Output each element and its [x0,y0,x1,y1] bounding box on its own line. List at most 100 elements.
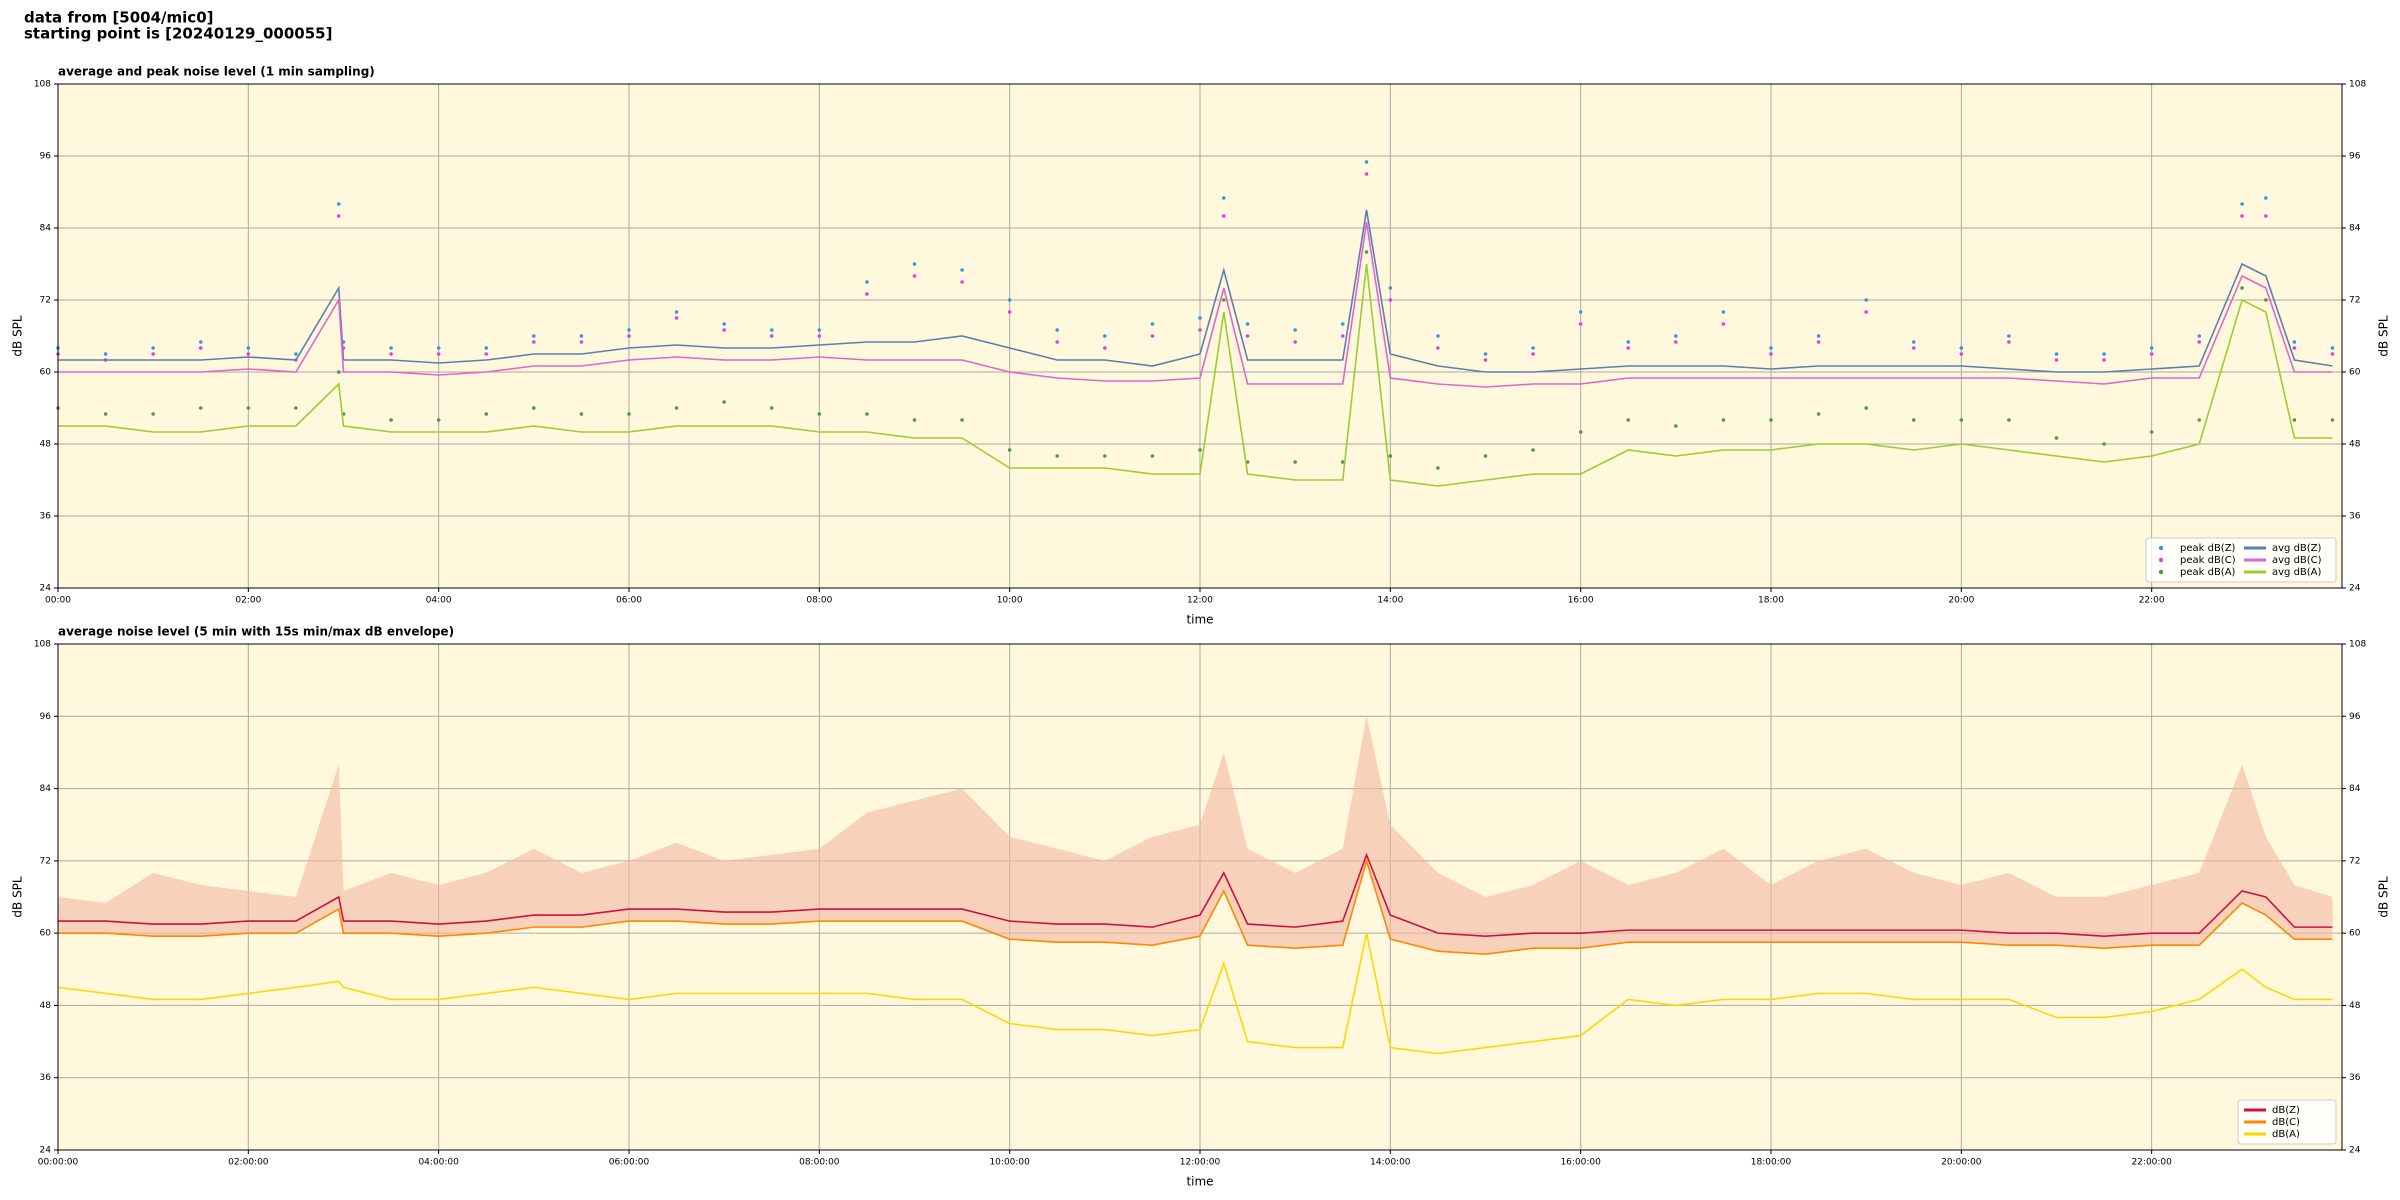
x-tick-label: 12:00 [1187,596,1213,606]
peak-point [2054,352,2059,356]
peak-point [1436,466,1440,470]
x-tick-label: 22:00 [2139,596,2165,606]
peak-point [294,352,298,356]
peak-point [2292,340,2297,344]
peak-point [2240,214,2244,218]
y-tick-label: 36 [2349,512,2361,522]
legend-label: avg dB(Z) [2272,543,2322,554]
peak-point [579,334,584,338]
y-tick-label: 36 [40,512,52,522]
peak-point [865,280,869,284]
peak-point [1578,322,1583,326]
peak-point [1388,454,1393,458]
peak-point [1103,334,1107,338]
legend-label: dB(A) [2272,1129,2300,1140]
peak-point [1103,454,1107,458]
peak-point [2149,346,2154,350]
peak-point [2149,430,2154,434]
peak-point [336,214,341,218]
y-tick-label: 72 [40,296,51,306]
peak-point [2102,442,2106,446]
series-line [58,263,2333,487]
peak-point [151,352,155,356]
peak-point [817,334,822,338]
peak-point [2054,436,2059,440]
peak-point [1055,328,1060,332]
peak-point [1531,352,1535,356]
peak-point [1340,334,1345,338]
peak-point [336,370,341,374]
peak-point [2007,334,2011,338]
peak-point [246,406,251,410]
peak-point [2240,202,2244,206]
peak-point [674,406,679,410]
plot-frame [57,643,2343,1151]
peak-point [1245,334,1250,338]
peak-point [532,334,536,338]
x-tick-label: 08:00:00 [799,1158,840,1168]
series-line [58,852,2333,937]
y-tick-label: 108 [34,640,51,650]
peak-point [151,346,155,350]
peak-point [2007,418,2011,422]
peak-point [484,412,489,416]
peak-point [2240,286,2244,290]
peak-point [579,412,584,416]
y-tick-label: 48 [2349,1001,2361,1011]
y-tick-label: 108 [34,80,51,90]
x-tick-label: 06:00 [616,596,642,606]
peak-point [1055,340,1060,344]
peak-point [1531,448,1535,452]
peak-point [1293,340,1297,344]
x-tick-label: 04:00:00 [418,1158,459,1168]
x-tick-label: 08:00 [806,596,832,606]
peak-point [1911,346,1916,350]
y-tick-label: 72 [2349,856,2360,866]
peak-point [103,352,108,356]
legend-box [2145,537,2337,583]
peak-point [1721,310,1726,314]
peak-point [1578,430,1583,434]
y-tick-label: 60 [2349,929,2361,939]
y-tick-label: 24 [40,1146,52,1156]
peak-point [912,262,917,266]
peak-point [1531,346,1535,350]
y-tick-label: 96 [2349,152,2361,162]
panel-title: average noise level (5 min with 15s min/… [58,625,454,639]
y-tick-label: 108 [2349,640,2366,650]
peak-point [1198,328,1202,332]
x-tick-label: 12:00:00 [1180,1158,1221,1168]
y-tick-label: 36 [2349,1073,2361,1083]
peak-point [912,274,917,278]
peak-point [2330,352,2335,356]
peak-point [1221,196,1226,200]
peak-point [2292,418,2297,422]
peak-point [2149,352,2154,356]
peak-point [627,412,631,416]
peak-point [865,292,869,296]
peak-point [817,412,822,416]
x-tick-label: 10:00 [997,596,1023,606]
y-axis-label: dB SPL [2377,876,2391,918]
y-tick-label: 36 [40,1073,52,1083]
y-tick-label: 96 [40,152,52,162]
series-line [57,932,2333,1055]
peak-point [1959,418,1964,422]
legend-swatch [2158,569,2164,575]
x-tick-label: 06:00:00 [609,1158,650,1168]
series-line [58,858,2333,956]
peak-point [1055,454,1060,458]
x-tick-label: 00:00:00 [38,1158,79,1168]
peak-point [1864,406,1868,410]
header-line: data from [5004/mic0] [24,9,214,27]
legend-label: avg dB(A) [2272,567,2322,578]
peak-point [2264,298,2268,302]
peak-point [1007,448,1012,452]
peak-point [1483,358,1488,362]
peak-point [1864,310,1868,314]
peak-point [1864,298,1868,302]
series-line [58,221,2333,388]
peak-point [1959,352,1964,356]
peak-point [1721,322,1726,326]
y-tick-label: 84 [2349,784,2361,794]
